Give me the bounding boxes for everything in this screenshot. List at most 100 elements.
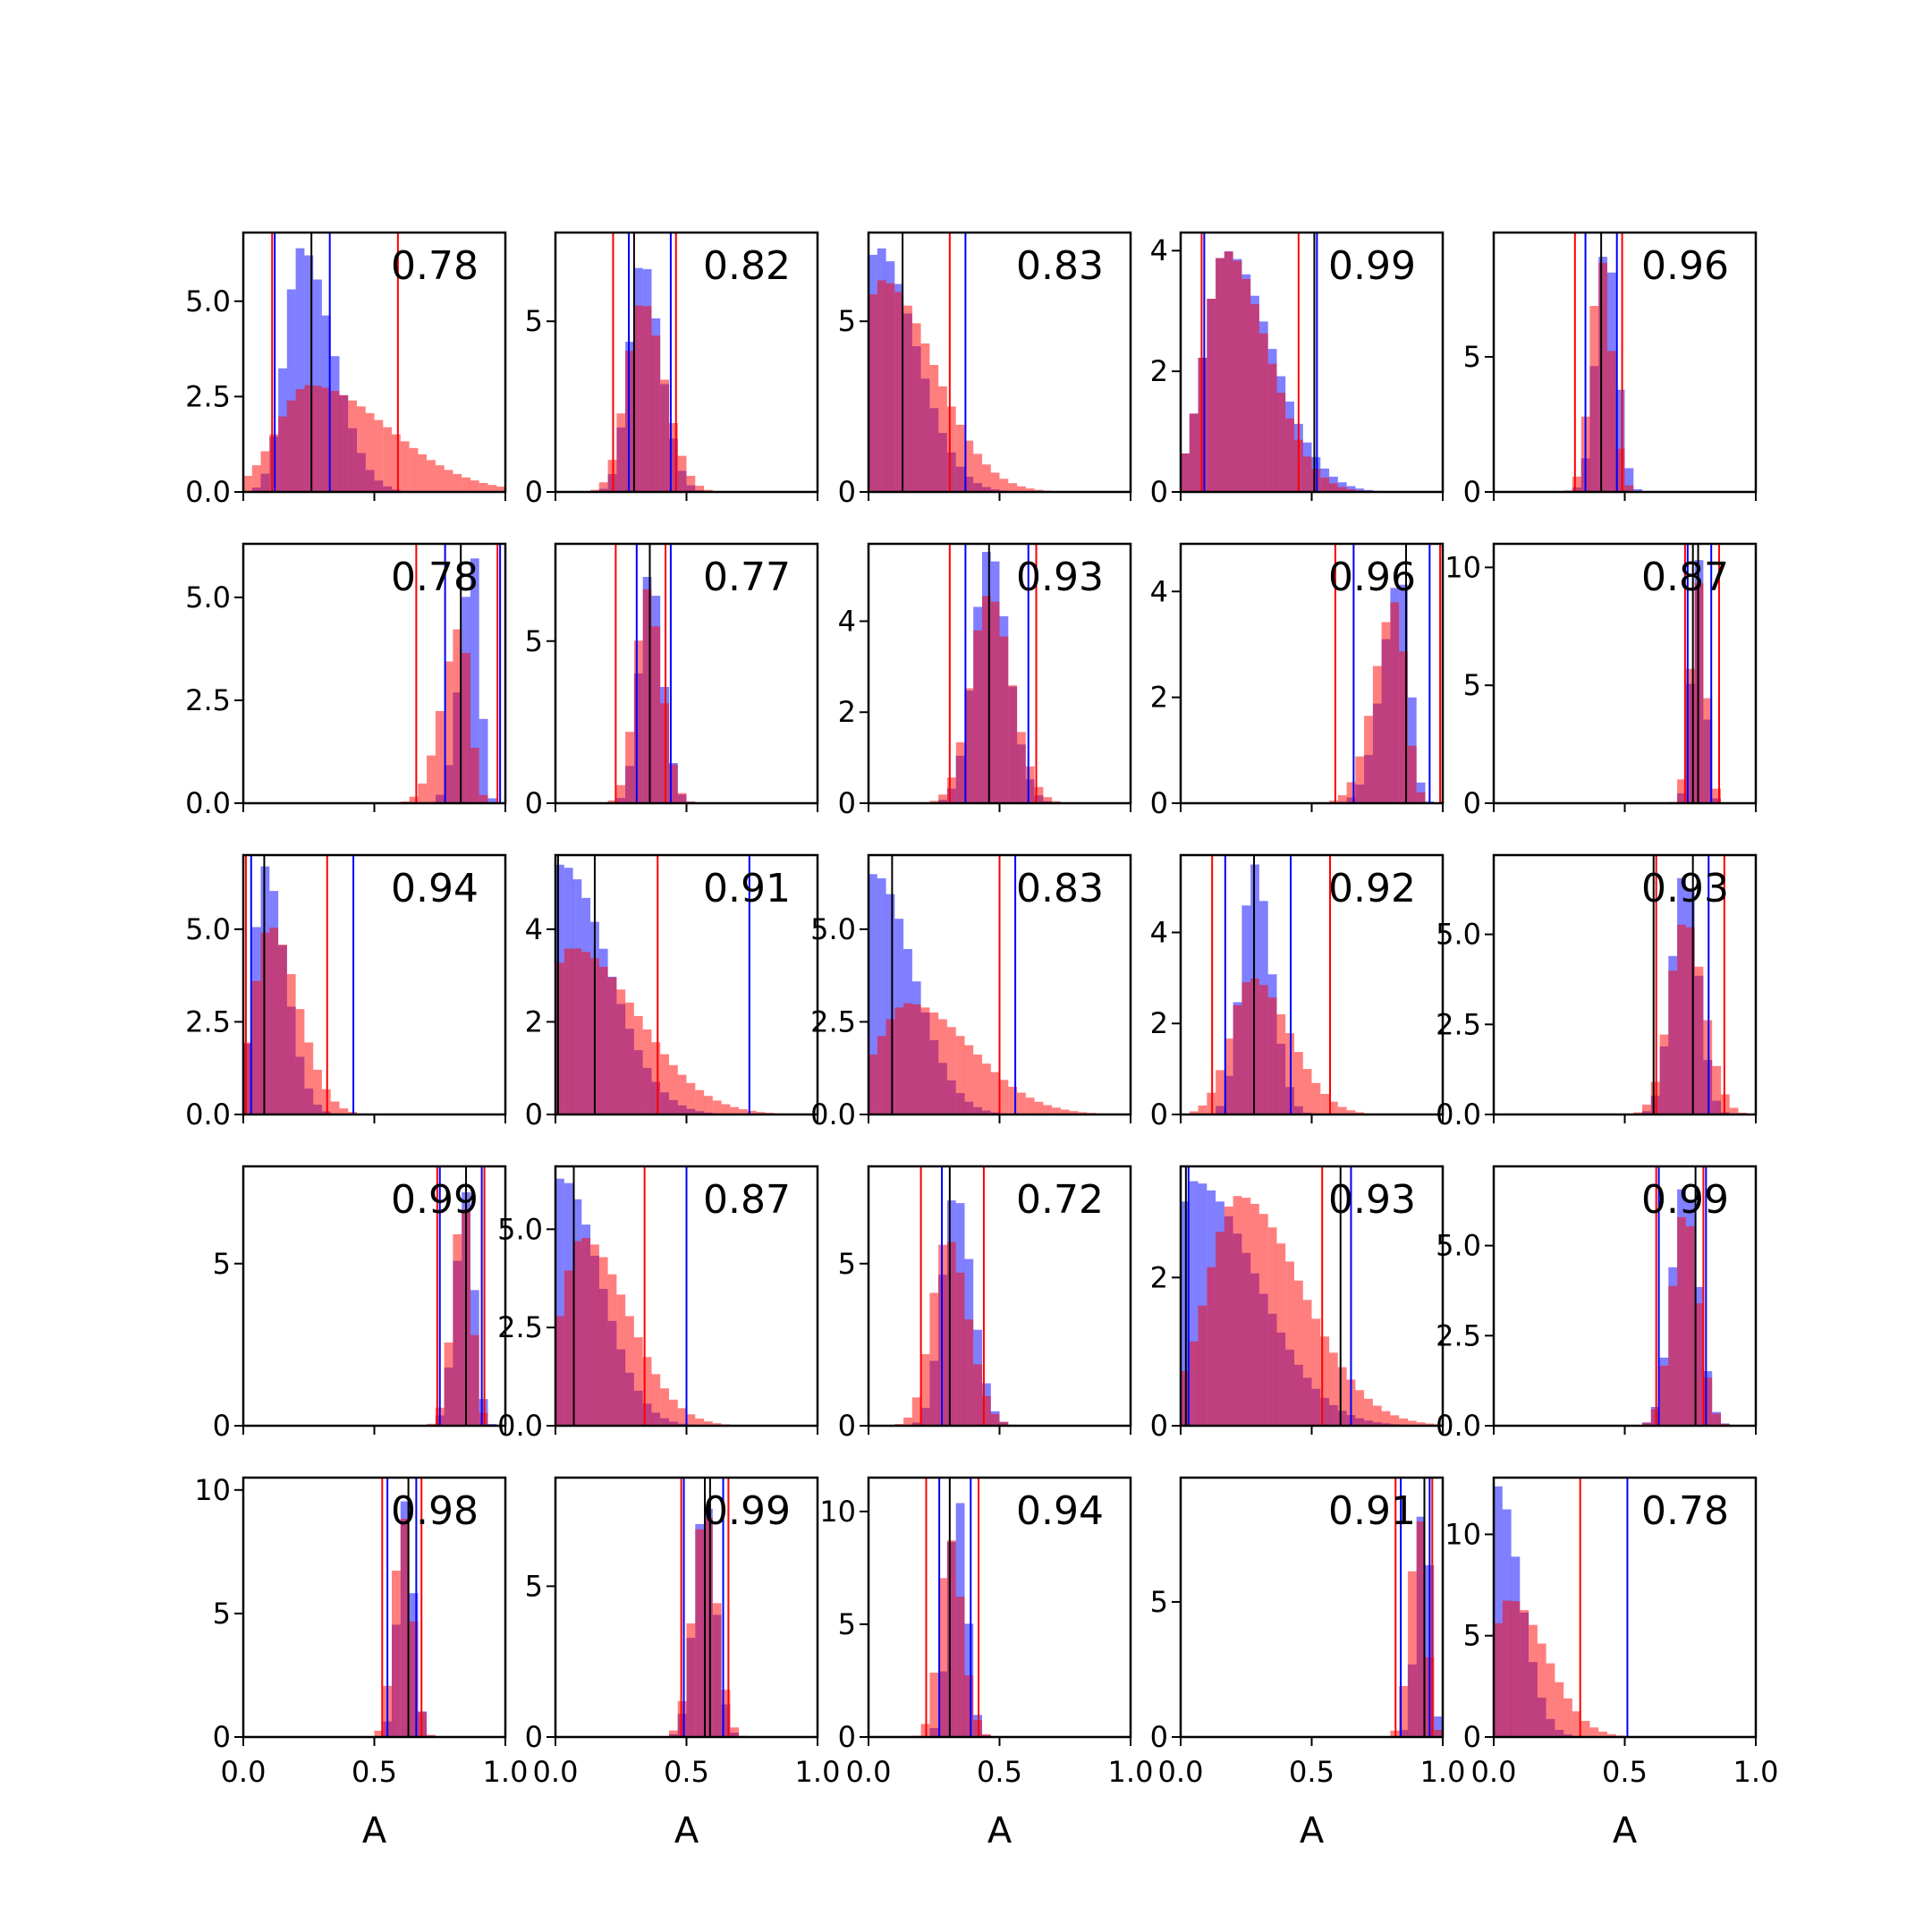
histogram-bar-red (938, 1578, 947, 1737)
panel-4-4: 020.93 (1150, 1165, 1445, 1443)
histogram-bar-blue (1615, 389, 1625, 492)
y-tick-label: 0 (1463, 1720, 1481, 1754)
histogram-bar-red (1025, 1097, 1035, 1114)
histogram-bar-red (1052, 1107, 1061, 1114)
histogram-bar-red (1294, 1052, 1303, 1114)
histogram-bar-red (695, 1089, 705, 1114)
histogram-bar-blue (1624, 468, 1634, 492)
y-tick-label: 0 (525, 1097, 543, 1131)
histogram-bar-red (955, 1272, 965, 1426)
histogram-bar-red (590, 1244, 599, 1426)
histogram-bar-red (929, 801, 939, 803)
histogram-bar-red (730, 1727, 740, 1737)
histogram-bar-red (1258, 985, 1268, 1114)
histogram-bar-red (920, 1353, 930, 1426)
histogram-bar-red (1407, 1571, 1417, 1737)
histogram-bar-red (616, 1294, 626, 1426)
histogram-bar-red (955, 1036, 965, 1114)
histogram-bar-blue (286, 289, 296, 492)
histogram-bar-blue (1434, 1716, 1443, 1737)
histogram-bar-red (348, 400, 357, 492)
histogram-bar-red (1355, 756, 1365, 803)
histogram-bar-red (911, 323, 921, 492)
histogram-bar-red (1372, 665, 1382, 803)
histogram-bar-red (1207, 1267, 1216, 1426)
histogram-bar-red (1677, 1216, 1686, 1426)
y-tick-label: 5 (1463, 668, 1481, 702)
histogram-bar-red (660, 1054, 669, 1114)
histogram-bar-red (1399, 1686, 1408, 1737)
histogram-bar-red (435, 465, 445, 492)
histogram-bar-red (1329, 801, 1338, 803)
histogram-bar-red (1642, 1422, 1651, 1426)
histogram-bar-red (286, 974, 296, 1114)
histogram-bar-red (1181, 453, 1190, 492)
panel-annotation: 0.91 (1328, 1488, 1416, 1534)
x-tick-label: 0.5 (664, 1755, 709, 1789)
histogram-bar-red (1364, 716, 1373, 803)
histogram-bar-red (964, 688, 974, 803)
histogram-bar-blue (1633, 488, 1643, 492)
histogram-bar-red (392, 1571, 401, 1737)
histogram-bar-red (695, 1419, 705, 1426)
histogram-bar-red (712, 1100, 722, 1114)
histogram-bar-red (946, 1540, 956, 1737)
panel-annotation: 0.87 (703, 1177, 791, 1223)
histogram-bar-red (564, 948, 573, 1114)
histogram-bar-red (409, 796, 419, 803)
histogram-bar-red (1694, 1303, 1704, 1426)
histogram-bar-red (1685, 1225, 1695, 1426)
histogram-bar-red (990, 601, 1000, 803)
histogram-bar-red (444, 1343, 453, 1426)
histogram-bar-red (625, 1002, 634, 1114)
y-tick-label: 2.5 (1436, 1318, 1481, 1352)
y-tick-label: 0 (838, 786, 856, 820)
histogram-bar-red (444, 661, 453, 803)
histogram-bar-red (946, 1027, 956, 1114)
histogram-bar-red (1302, 1300, 1312, 1426)
histogram-bar-red (982, 1063, 991, 1114)
panel-5-2: 0 5 0.0 0.5 1.0 0.99 (525, 1476, 840, 1789)
histogram-bar-red (598, 482, 608, 492)
histogram-bar-red (747, 1110, 757, 1114)
y-tick-label: 5.0 (497, 1212, 543, 1246)
histogram-bar-red (409, 447, 419, 492)
histogram-bar-red (1563, 1698, 1572, 1737)
histogram-bar-blue (295, 248, 305, 492)
histogram-bar-red (260, 451, 270, 492)
y-tick-label: 5 (838, 1247, 856, 1281)
x-tick-label: 0.5 (1602, 1755, 1648, 1789)
histogram-bar-red (955, 741, 965, 803)
histogram-bar-red (686, 475, 696, 492)
histogram-bar-red (1320, 477, 1330, 492)
histogram-bar-red (496, 487, 505, 492)
histogram-bar-red (1034, 786, 1044, 803)
panel-annotation: 0.99 (703, 1488, 791, 1534)
histogram-bar-red (1607, 1733, 1616, 1737)
histogram-bar-red (1189, 413, 1199, 492)
histogram-bar-red (1285, 418, 1294, 492)
histogram-bar-red (1241, 1198, 1251, 1426)
y-tick-label: 2.5 (1436, 1007, 1481, 1041)
histogram-bar-red (1694, 966, 1704, 1114)
histogram-bar-red (470, 1335, 479, 1426)
panel-1-4: 0 2 4 0.99 (1150, 231, 1445, 509)
histogram-bar-red (313, 386, 322, 492)
histogram-bar-red (990, 1072, 1000, 1114)
histogram-bar-red (1598, 1732, 1607, 1737)
panel-5-1: 0 5 10 0.0 0.5 1.0 0.98 (194, 1473, 528, 1789)
histogram-bar-red (938, 1019, 947, 1114)
histogram-bar-red (1677, 924, 1686, 1114)
histogram-bar-red (1434, 1730, 1443, 1737)
panel-annotation: 0.99 (1328, 243, 1416, 289)
histogram-bar-red (1267, 363, 1277, 492)
x-tick-label: 0.5 (977, 1755, 1022, 1789)
x-tick-label: 1.0 (1108, 1755, 1154, 1789)
x-tick-label: 1.0 (483, 1755, 529, 1789)
histogram-bar-red (1224, 1038, 1233, 1114)
y-tick-label: 5.0 (185, 912, 231, 946)
y-tick-label: 4 (838, 604, 856, 638)
y-tick-label: 5 (838, 1607, 856, 1641)
histogram-bar-red (1207, 299, 1216, 492)
